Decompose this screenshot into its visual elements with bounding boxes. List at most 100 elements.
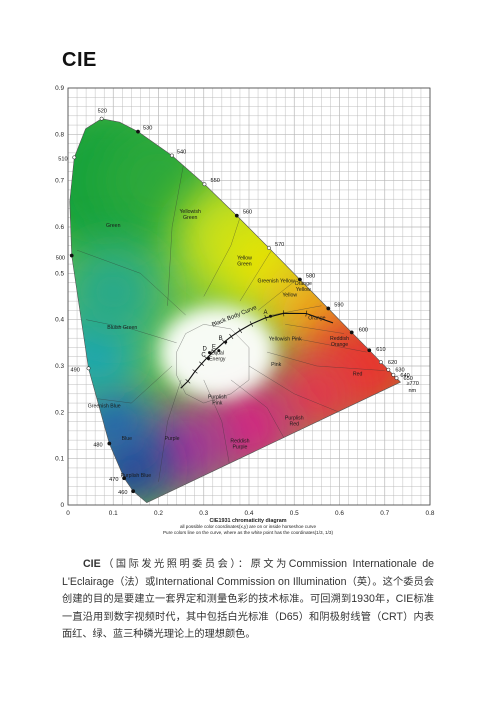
wavelength-label: 460 <box>118 490 127 496</box>
region-label-line: Purple <box>165 436 180 442</box>
body-english-name: International Commission on Illumination <box>155 575 347 588</box>
wavelength-label: 520 <box>98 109 107 115</box>
boundary-line <box>239 250 272 302</box>
region-label: Yellow <box>282 293 297 299</box>
region-label-line: Green <box>183 215 198 221</box>
plot-frame <box>67 87 431 506</box>
region-label-line: Energy <box>209 356 226 362</box>
wavelength-marker <box>267 246 271 250</box>
wavelength-label: 490 <box>71 367 80 373</box>
region-label-line: Yellow <box>296 287 311 293</box>
black-body-tick <box>199 361 205 366</box>
y-tick-label: 0.8 <box>55 131 64 138</box>
region-label: Yellow Green <box>237 255 252 267</box>
page-title: CIE <box>62 49 97 71</box>
wavelength-label: 550 <box>210 178 219 184</box>
illuminant-label: C <box>201 352 206 358</box>
region-label-line: Purplish <box>208 394 227 400</box>
y-tick-label: 0.9 <box>55 85 64 92</box>
black-body-tick <box>305 310 308 317</box>
region-label-line: Greenish Yellow <box>258 279 295 285</box>
body-paragraph: CIE（国际发光照明委员会）：原文为Commission Internation… <box>62 556 434 644</box>
boundary-line <box>267 351 385 371</box>
wavelength-marker <box>349 330 354 335</box>
region-label-line: Yellowish Pink <box>269 337 302 343</box>
boundary-line <box>86 319 177 344</box>
black-body-tick <box>238 327 243 334</box>
x-tick-label: 0.5 <box>290 510 299 517</box>
region-boundaries <box>76 152 385 482</box>
region-label: Greenish Yellow <box>258 279 295 285</box>
region-label: Orange <box>308 316 325 322</box>
y-tick-label: 0.7 <box>55 178 64 185</box>
region-label-line: Red <box>353 371 363 377</box>
illuminant-point <box>206 356 210 360</box>
region-label: Purplish Red <box>285 415 304 427</box>
white-region-boundary <box>176 324 250 404</box>
illuminant-label: E <box>212 345 216 351</box>
region-label: Purplish Pink <box>208 394 227 406</box>
black-body-tick <box>185 379 191 384</box>
wavelength-marker <box>367 348 372 353</box>
axes: 0 0.1 0.2 0.3 0.4 0.5 0.6 0.7 0.8 0 0.1 0.2 0.3 0.4 0.… <box>55 85 435 517</box>
region-label-line: Yellow <box>282 293 297 299</box>
black-body-tick <box>264 314 267 321</box>
wavelength-marker <box>297 277 302 282</box>
y-tick-label: 0 <box>60 502 64 509</box>
boundary-line <box>76 249 186 316</box>
region-label: Orange Yellow <box>295 281 312 293</box>
region-label-line: Green <box>237 261 252 267</box>
region-label-line: Yellow <box>237 255 252 261</box>
region-label-line: Reddish <box>330 336 349 342</box>
wavelength-label: 630 <box>395 368 404 374</box>
spectral-locus: 460 470 480 490 500 510 520 530 540 550 560 570 580 5… <box>56 109 419 504</box>
wavelength-label: 580 <box>306 274 315 280</box>
region-label-line: Greenish Blue <box>88 404 121 410</box>
boundary-line <box>167 152 186 306</box>
wavelength-label: 620 <box>388 360 397 366</box>
region-label-line: Purplish Blue <box>121 473 152 479</box>
wavelength-label: 540 <box>177 150 186 156</box>
region-label-line: Yellowish <box>179 209 201 215</box>
y-tick-label: 0.1 <box>55 456 64 463</box>
wavelength-marker <box>234 213 239 218</box>
wavelength-marker <box>122 476 127 481</box>
body-text-2: （法）或 <box>114 576 156 588</box>
color-blob <box>69 243 162 340</box>
x-tick-label: 0.8 <box>426 510 435 517</box>
cie-chromaticity-diagram: 460 470 480 490 500 510 520 530 540 550 560 570 580 5… <box>55 85 435 535</box>
region-label-line: Bluish Green <box>107 325 137 331</box>
body-french-name: Commission Internationale de L'Eclairage <box>62 558 434 588</box>
wavelength-marker <box>86 366 91 371</box>
region-label: Reddish Orange <box>330 336 349 348</box>
region-label: Purplish Blue <box>121 473 152 479</box>
diagram-caption-title: CIE1931 chromaticity diagram <box>209 518 287 524</box>
region-label: Equal Energy <box>209 350 226 362</box>
wavelength-label: 600 <box>359 327 368 333</box>
boundary-line <box>271 305 322 316</box>
region-label: Purple <box>165 436 180 442</box>
y-tick-label: 0.6 <box>55 224 64 231</box>
region-label-line: Reddish <box>230 438 249 444</box>
region-label-line: Purple <box>232 444 247 450</box>
x-tick-label: 0.3 <box>199 510 208 517</box>
body-text-5: 标准一直沿用到数字视频时代，其中包括白光标准（ <box>62 594 435 623</box>
region-label-line: Red <box>289 421 299 427</box>
diagram-caption-line-3: Pure colors line on the curve, where as … <box>162 530 334 535</box>
region-label-line: Green <box>106 223 121 229</box>
region-label: Yellowish Pink <box>269 337 302 343</box>
wavelength-label: ≥770 <box>406 381 418 387</box>
wavelength-marker <box>378 360 383 365</box>
region-label: Greenish Blue <box>88 404 121 410</box>
boundary-line <box>257 277 299 311</box>
wavelength-label: 470 <box>109 477 118 483</box>
y-tick-label: 0.3 <box>55 363 64 370</box>
body-text-7: ）内表面红、绿、蓝三种磷光理论上的理想颜色。 <box>62 611 435 641</box>
diagram-caption-line-2: all possible color coordinates(x,y) are … <box>179 524 317 529</box>
illuminant-point <box>208 351 212 355</box>
body-crt: CRT <box>381 610 403 623</box>
body-text-6: ）和阴极射线管（ <box>298 611 382 623</box>
x-tick-label: 0.2 <box>154 510 163 517</box>
wavelength-marker <box>202 182 207 187</box>
black-body-tick <box>229 333 234 340</box>
